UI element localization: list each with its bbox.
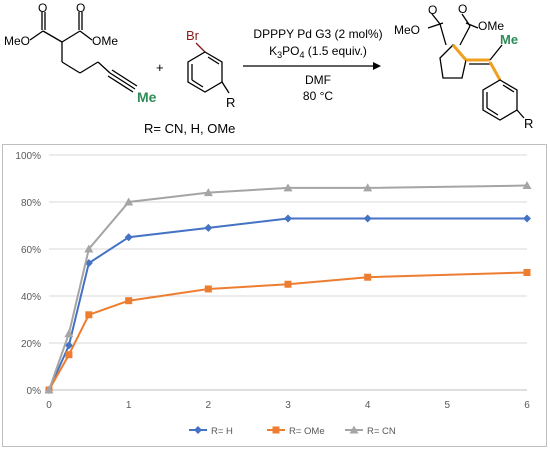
product-ester-o-right: O [458,2,467,16]
plus-sign: + [156,60,164,75]
data-point-marker [203,188,213,197]
substrate-structure [29,12,138,93]
data-point-marker [204,285,212,293]
data-point-marker [124,197,134,206]
legend-item: R= OMe [267,426,325,437]
data-point-marker [349,425,359,434]
legend-label: R= CN [367,426,396,437]
reaction-arrow [243,62,381,70]
aryl-bromine-label: Br [186,28,200,43]
chart-legend: R= H R= OMe R= CN [189,425,396,437]
product-methyl-label: Me [500,32,518,47]
data-point-marker [65,351,73,359]
series-line [48,217,527,391]
series-square [45,269,531,394]
series-line [48,271,528,391]
aryl-r-label: R [226,95,235,110]
data-point-marker [523,214,531,223]
product-ester-o-left: O [428,3,437,17]
product-structure [427,13,525,121]
y-tick-label: 40% [21,292,41,303]
data-point-marker [272,426,280,434]
x-tick-label: 3 [285,400,291,411]
y-tick-label: 0% [27,386,42,397]
substrate-ester-o-left: O [38,1,47,15]
data-point-marker [125,297,133,305]
data-point-marker [64,329,74,338]
y-tick-label: 100% [15,151,41,162]
data-point-marker [64,341,73,350]
legend-label: R= H [211,426,233,437]
legend-label: R= OMe [289,426,325,437]
legend-item: R= CN [345,425,396,437]
x-tick-label: 5 [445,400,451,411]
x-tick-label: 2 [206,400,212,411]
data-point-marker [523,269,531,276]
data-point-marker [364,273,372,281]
y-tick-label: 60% [21,245,41,256]
substrate-ome-label: OMe [92,34,118,48]
conditions-temperature: 80 °C [303,89,333,103]
product-ome-label: OMe [478,19,504,33]
legend-item: R= H [189,426,233,437]
data-point-marker [363,183,373,192]
y-tick-label: 80% [21,198,41,209]
x-axis-ticks: 0 1 2 3 4 5 6 [46,400,530,411]
x-tick-label: 1 [126,400,132,411]
aryl-bromide-ring [187,42,230,94]
series-line [48,184,528,391]
conditions-solvent: DMF [305,73,331,87]
data-point-marker [284,214,292,223]
chart-gridlines [49,154,527,391]
substrate-meo-label: MeO [4,34,30,48]
substrate-ester-o-right: O [76,1,85,15]
chart-series [44,181,532,394]
data-point-marker [283,183,293,192]
product-r-label: R [524,116,533,131]
x-tick-label: 0 [46,400,52,411]
reaction-scheme: O O MeO OMe Me + Br R DPPPY Pd G3 (2 mol… [4,1,533,136]
x-tick-label: 6 [524,400,530,411]
data-point-marker [363,214,372,223]
data-point-marker [124,233,133,242]
data-point-marker [194,426,202,434]
conditions-catalyst: DPPPY Pd G3 (2 mol%) [253,27,382,41]
data-point-marker [84,244,94,253]
series-triangle [44,181,532,394]
data-point-marker [44,385,54,394]
data-point-marker [85,311,93,319]
r-group-list: R= CN, H, OMe [144,121,235,136]
y-axis-ticks: 0% 20% 40% 60% 80% 100% [15,151,41,397]
data-point-marker [522,181,532,190]
data-point-marker [284,280,292,288]
product-meo-label: MeO [394,23,420,37]
y-tick-label: 20% [21,339,41,350]
x-tick-label: 4 [365,400,371,411]
conditions-base: K3PO4 (1.5 equiv.) [269,44,367,60]
data-point-marker [204,223,213,232]
substrate-methyl-label: Me [137,89,157,105]
